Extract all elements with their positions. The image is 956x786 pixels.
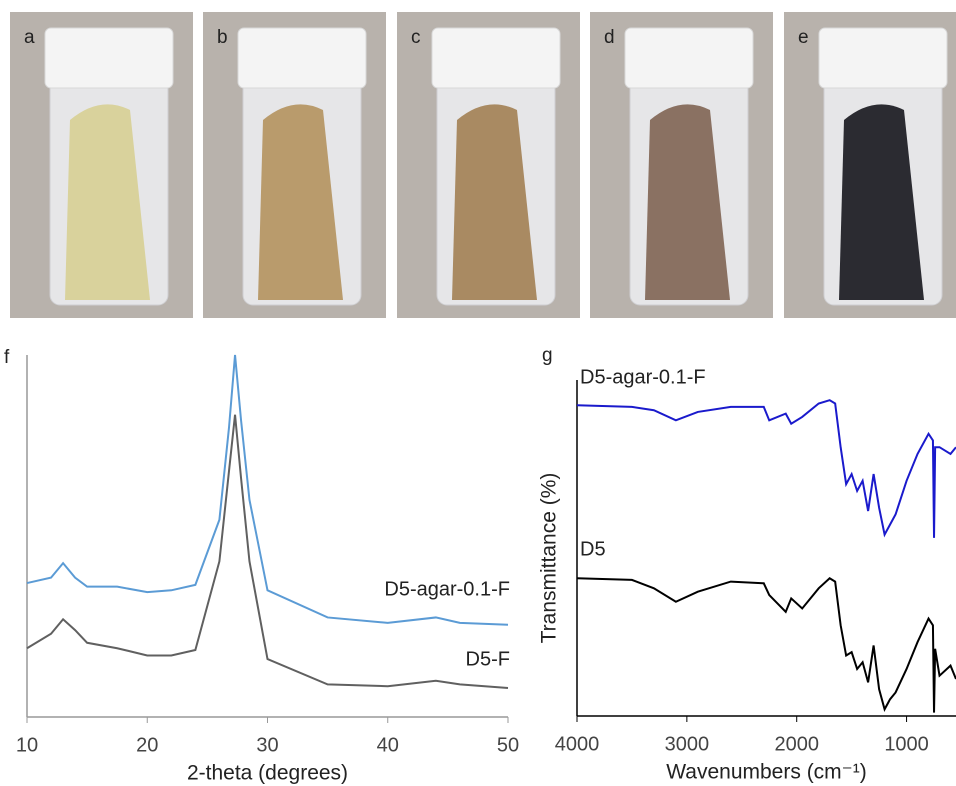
x-tick-label: 4000 bbox=[555, 733, 600, 755]
vial-cap bbox=[44, 27, 174, 89]
y-axis-label: Transmittance (%) bbox=[538, 473, 561, 644]
panel-label: g bbox=[542, 345, 553, 366]
x-axis-label: Wavenumbers (cm⁻¹) bbox=[666, 761, 867, 784]
powder bbox=[839, 104, 924, 300]
panel-label: c bbox=[411, 27, 421, 48]
powder bbox=[258, 104, 343, 300]
x-tick-label: 3000 bbox=[665, 733, 710, 755]
x-tick-label: 20 bbox=[136, 734, 158, 756]
x-tick-label: 30 bbox=[256, 734, 278, 756]
panel-label: e bbox=[798, 27, 809, 48]
x-tick-label: 1000 bbox=[884, 733, 929, 755]
panel-label: f bbox=[4, 347, 10, 368]
panel-label: b bbox=[217, 27, 228, 48]
series-line bbox=[26, 354, 509, 626]
series-label: D5 bbox=[580, 538, 606, 560]
series-label: D5-agar-0.1-F bbox=[580, 366, 706, 388]
powder bbox=[645, 104, 730, 300]
powder bbox=[65, 104, 150, 300]
series-line bbox=[576, 399, 956, 538]
panel-label: a bbox=[24, 27, 35, 48]
x-axis-label: 2-theta (degrees) bbox=[187, 762, 348, 785]
vial-cap bbox=[818, 27, 948, 89]
panel-label: d bbox=[604, 27, 615, 48]
vial-cap bbox=[237, 27, 367, 89]
x-tick-label: 2000 bbox=[774, 733, 819, 755]
x-tick-label: 50 bbox=[497, 734, 519, 756]
vial-cap bbox=[624, 27, 754, 89]
series-label: D5-agar-0.1-F bbox=[384, 578, 510, 600]
series-label: D5-F bbox=[466, 648, 510, 670]
series-line bbox=[26, 414, 509, 690]
powder bbox=[452, 104, 537, 300]
x-tick-label: 10 bbox=[16, 734, 38, 756]
series-line bbox=[576, 576, 956, 713]
vial-cap bbox=[431, 27, 561, 89]
x-tick-label: 40 bbox=[377, 734, 399, 756]
